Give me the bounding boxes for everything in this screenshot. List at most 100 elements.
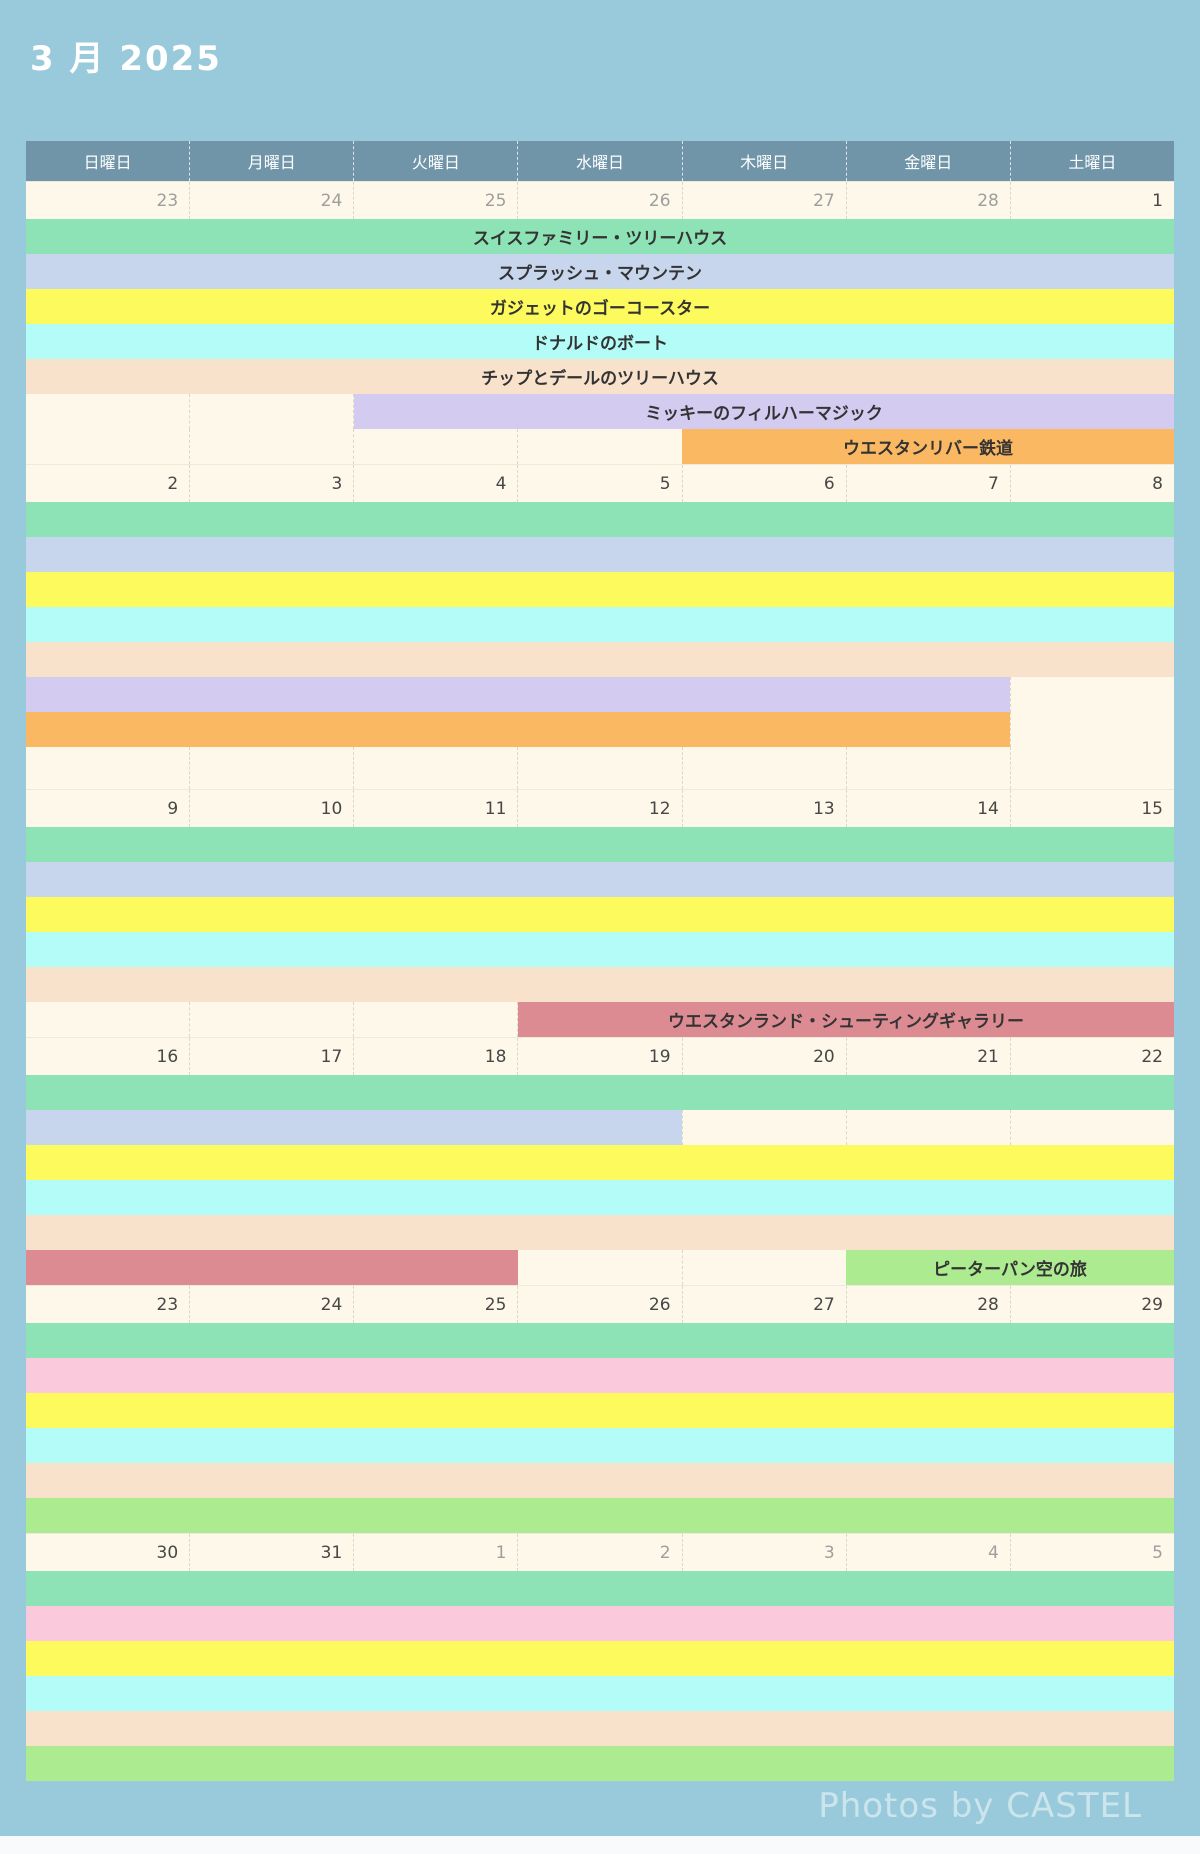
event-bar-cyan [26,1676,1174,1711]
event-row [26,1215,1174,1250]
event-bar-orange [26,712,1010,747]
watermark: Photos by CASTEL [818,1786,1142,1826]
event-bar-green [26,1323,1174,1358]
event-row: スイスファミリー・ツリーハウス [26,219,1174,254]
event-bar-cyan [26,607,1174,642]
event-row [26,862,1174,897]
event-bar-light_green [26,1746,1174,1781]
event-row: ウエスタンランド・シューティングギャラリー [26,1002,1174,1037]
event-row [26,967,1174,1002]
event-row [26,642,1174,677]
event-row [26,1498,1174,1533]
event-bar-cyan[interactable]: ドナルドのボート [26,324,1174,359]
day-header-2: 火曜日 [353,141,517,181]
event-row: ミッキーのフィルハーマジック [26,394,1174,429]
event-row [26,502,1174,537]
event-bar-periwinkle [26,1110,682,1145]
week-5-dates-row: 23 24 25 26 27 28 29 [26,1285,1174,1323]
date-cell: 20 [681,1038,846,1075]
event-row [26,1711,1174,1746]
event-row [26,1571,1174,1606]
date-cell: 3 [681,1534,846,1571]
calendar-title: 3 月 2025 [30,39,222,79]
event-bar-yellow [26,1393,1174,1428]
event-bar-light_green [26,1498,1174,1533]
week-1-dates-row: 23 24 25 26 27 28 1 [26,181,1174,219]
event-row [26,747,1174,789]
event-bar-green [26,827,1174,862]
event-bar-pink [26,1606,1174,1641]
date-cell: 2 [167,473,179,494]
empty-day-cell [26,429,189,464]
event-bar-green[interactable]: スイスファミリー・ツリーハウス [26,219,1174,254]
date-cell: 28 [845,1286,1010,1323]
event-bar-periwinkle [26,862,1174,897]
date-cell: 12 [517,790,681,827]
event-row [26,572,1174,607]
event-row [26,712,1174,747]
event-row [26,1428,1174,1463]
empty-day-cell [517,1250,681,1285]
date-cell: 4 [845,1534,1010,1571]
event-row: ドナルドのボート [26,324,1174,359]
date-cell: 31 [189,1534,353,1571]
date-cell: 23 [156,190,179,211]
date-cell: 30 [156,1542,179,1563]
event-row [26,897,1174,932]
date-cell: 9 [167,798,179,819]
date-cell: 1 [1009,182,1174,219]
event-bar-peach[interactable]: チップとデールのツリーハウス [26,359,1174,394]
date-cell: 25 [353,1286,517,1323]
empty-day-cell [353,1002,517,1037]
empty-day-cell [1009,712,1174,747]
date-cell: 11 [353,790,517,827]
event-bar-rose[interactable]: ウエスタンランド・シューティングギャラリー [518,1002,1174,1037]
calendar: 日曜日 月曜日 火曜日 水曜日 木曜日 金曜日 土曜日 23 24 25 26 27 28 1 スイスファ… [26,141,1174,1781]
event-bar-cyan [26,1180,1174,1215]
date-cell: 26 [517,1286,681,1323]
empty-day-cell [681,1110,846,1145]
calendar-body: 23 24 25 26 27 28 1 スイスファミリー・ツリーハウス スプラッシュ・マウンテン… [26,181,1174,1781]
event-bar-orange[interactable]: ウエスタンリバー鉄道 [682,429,1174,464]
week-4-dates-row: 16 17 18 19 20 21 22 [26,1037,1174,1075]
date-cell: 24 [189,182,353,219]
date-cell: 5 [1009,1534,1174,1571]
empty-day-cell [26,1002,189,1037]
event-bar-yellow[interactable]: ガジェットのゴーコースター [26,289,1174,324]
event-bar-green [26,502,1174,537]
event-bar-peach [26,642,1174,677]
day-header-row: 日曜日 月曜日 火曜日 水曜日 木曜日 金曜日 土曜日 [26,141,1174,181]
event-bar-yellow [26,897,1174,932]
event-bar-lavender[interactable]: ミッキーのフィルハーマジック [354,394,1174,429]
date-cell: 2 [517,1534,681,1571]
event-bar-peach [26,1711,1174,1746]
date-cell: 28 [845,182,1010,219]
date-cell: 29 [1009,1286,1174,1323]
empty-day-cell [681,747,846,789]
date-cell: 8 [1009,465,1174,502]
empty-day-cell [26,747,189,789]
day-header-1: 月曜日 [189,141,353,181]
event-row [26,1463,1174,1498]
date-cell: 5 [517,465,681,502]
event-bar-periwinkle[interactable]: スプラッシュ・マウンテン [26,254,1174,289]
date-cell: 24 [189,1286,353,1323]
event-row [26,932,1174,967]
event-row [26,1641,1174,1676]
date-cell: 3 [189,465,353,502]
event-bar-rose [26,1250,518,1285]
date-cell: 10 [189,790,353,827]
event-row [26,1145,1174,1180]
event-bar-green [26,1075,1174,1110]
event-bar-yellow [26,1641,1174,1676]
event-row [26,1180,1174,1215]
date-cell: 13 [681,790,846,827]
date-cell: 4 [353,465,517,502]
event-bar-light_green[interactable]: ピーターパン空の旅 [846,1250,1174,1285]
event-row [26,1676,1174,1711]
date-cell: 1 [353,1534,517,1571]
empty-day-cell [189,747,353,789]
event-row [26,537,1174,572]
